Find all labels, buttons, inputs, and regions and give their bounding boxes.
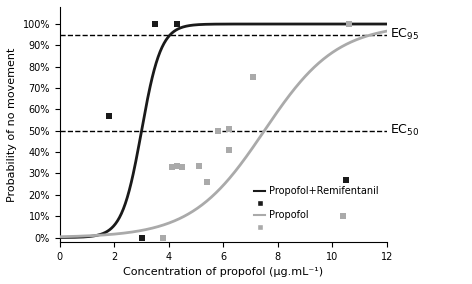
- Point: [214, 128, 222, 133]
- Point: [173, 164, 181, 168]
- Text: EC$_{50}$: EC$_{50}$: [390, 123, 420, 138]
- Point: [179, 165, 186, 169]
- Point: [138, 235, 145, 240]
- Point: [225, 148, 233, 152]
- Y-axis label: Probability of no movement: Probability of no movement: [7, 47, 17, 202]
- Point: [225, 126, 233, 131]
- Text: EC$_{95}$: EC$_{95}$: [390, 27, 420, 42]
- Point: [168, 165, 175, 169]
- Point: [173, 22, 181, 26]
- Point: [105, 114, 113, 118]
- Point: [250, 75, 257, 80]
- Point: [345, 22, 353, 26]
- Point: [342, 178, 350, 182]
- Legend: Propofol+Remifentanil,  , Propofol,  : Propofol+Remifentanil, , Propofol,: [254, 186, 379, 232]
- Point: [340, 214, 347, 218]
- X-axis label: Concentration of propofol (μg.mL⁻¹): Concentration of propofol (μg.mL⁻¹): [123, 267, 323, 277]
- Point: [160, 235, 167, 240]
- Point: [152, 22, 159, 26]
- Point: [195, 164, 202, 168]
- Point: [203, 180, 211, 184]
